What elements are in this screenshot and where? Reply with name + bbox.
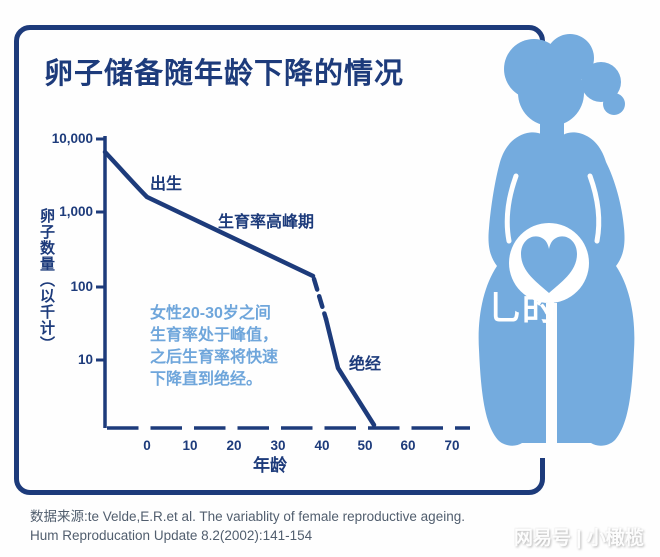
curve-menopause-segment: [323, 316, 377, 428]
left-arm-gap: [504, 173, 519, 244]
x-tick-10: 10: [182, 438, 197, 453]
x-tick-20: 20: [226, 438, 241, 453]
x-tick-60: 60: [400, 438, 415, 453]
x-tick-0: 0: [143, 438, 151, 453]
y-tick-10: 10: [78, 352, 93, 367]
y-tick-10000: 10,000: [52, 131, 93, 146]
note-line-4: 下降直到绝经。: [150, 371, 263, 388]
label-birth: 出生: [150, 174, 182, 193]
note-line-3: 之后生育率将快速: [150, 349, 279, 366]
ponytail-curl: [603, 93, 625, 115]
x-tick-labels: 0 10 20 30 40 50 60 70: [143, 438, 459, 453]
page-title: 卵子储备随年龄下降的情况: [44, 58, 405, 90]
curve-labels: 出生 生育率高峰期 绝经: [150, 174, 381, 373]
curve-main: [102, 149, 316, 279]
y-tick-labels: 10,000 1,000 100 10: [52, 131, 93, 367]
leg-gap: [546, 303, 557, 455]
x-tick-70: 70: [444, 438, 459, 453]
y-tick-1000: 1,000: [59, 204, 93, 219]
head: [518, 60, 584, 126]
y-tick-100: 100: [70, 279, 93, 294]
watermark-center: 乚的: [488, 290, 556, 328]
x-tick-50: 50: [357, 438, 372, 453]
watermark-bottom-right: 网易号 | 小橄榄: [514, 528, 644, 549]
x-tick-40: 40: [314, 438, 329, 453]
ponytail: [581, 62, 621, 102]
note-line-2: 生育率处于峰值，: [150, 327, 279, 344]
note-line-1: 女性20-30岁之间: [150, 305, 271, 322]
heart-icon: [521, 236, 577, 293]
y-axis-title: 卵子数量（以千计）: [38, 208, 55, 352]
x-tick-30: 30: [270, 438, 285, 453]
curve-dashed-segment: [311, 276, 329, 322]
x-axis-title: 年龄: [253, 455, 288, 475]
label-peak-fertility: 生育率高峰期: [218, 212, 314, 231]
source-citation: 数据来源:te Velde,E.R.et al. The variablity …: [30, 507, 550, 545]
annotation-note: 女性20-30岁之间 生育率处于峰值， 之后生育率将快速 下降直到绝经。: [150, 303, 278, 391]
label-menopause: 绝经: [349, 354, 381, 373]
right-arm-gap: [587, 173, 602, 244]
y-axis-ticks: [96, 137, 105, 362]
source-line-1: 数据来源:te Velde,E.R.et al. The variablity …: [30, 509, 465, 524]
source-line-2: Hum Reproducation Update 8.2(2002):141-1…: [30, 528, 313, 543]
